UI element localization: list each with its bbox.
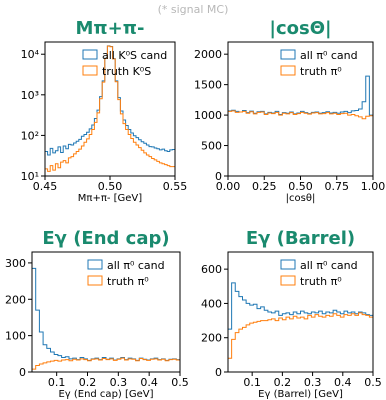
x-tick-label: 0.75 <box>325 180 350 193</box>
y-tick-label: 10⁴ <box>21 48 40 61</box>
legend-label: truth π⁰ <box>300 275 342 288</box>
x-tick-label: 0.2 <box>79 376 97 389</box>
y-tick-label: 200 <box>201 332 222 345</box>
legend-label: all π⁰ cand <box>300 49 358 62</box>
histogram-series-truth <box>227 312 374 372</box>
x-tick-label: 0.50 <box>98 180 123 193</box>
histogram-series-all-candidates <box>227 282 374 372</box>
x-tick-label: 0.25 <box>252 180 277 193</box>
y-tick-label: 500 <box>201 140 222 153</box>
legend-swatch <box>280 65 296 76</box>
x-tick-label: 0.2 <box>274 376 292 389</box>
histogram-series-truth <box>227 110 374 176</box>
x-axis-label: Eγ (Barrel) [GeV] <box>258 389 343 400</box>
legend-swatch <box>87 259 103 270</box>
y-tick-label: 100 <box>5 330 26 343</box>
x-tick-label: 0.45 <box>33 180 58 193</box>
chart-panel-cos: |cosΘ| 0.00 0.25 0.50 0.75 1.00 0 500 1000 1500 20… <box>194 18 385 204</box>
histogram-series-all-candidates <box>31 267 181 372</box>
x-tick-label: 0.55 <box>163 180 188 193</box>
x-tick-label: 0.1 <box>243 376 261 389</box>
y-tick-label: 10³ <box>21 89 39 102</box>
y-tick-label: 600 <box>201 263 222 276</box>
legend-label: truth π⁰ <box>107 275 149 288</box>
histogram-series-truth <box>31 357 181 372</box>
y-tick-label: 2000 <box>194 48 222 61</box>
y-tick-label: 400 <box>201 297 222 310</box>
legend-swatch <box>82 65 98 76</box>
legend-label: all π⁰ cand <box>300 259 358 272</box>
plot-frame <box>227 41 374 177</box>
panel-title: Eγ (End cap) <box>42 228 169 249</box>
y-tick-label: 10¹ <box>21 170 39 183</box>
x-tick-label: 0.1 <box>48 376 66 389</box>
chart-panel-mass: Mπ+π- 0.45 0.50 0.55 10¹ 10² 10³ 10⁴ Mπ+π- [GeV]… <box>21 18 188 204</box>
chart-panel-endcap: Eγ (End cap) 0.1 0.2 0.3 0.4 0.5 0 100 200 300 Eγ … <box>5 228 189 400</box>
x-tick-label: 0.5 <box>364 376 382 389</box>
histogram-series-truth <box>44 45 176 176</box>
legend-swatch <box>280 275 296 286</box>
y-tick-label: 1000 <box>194 109 222 122</box>
y-tick-label: 200 <box>5 293 26 306</box>
x-tick-label: 0.4 <box>140 376 158 389</box>
x-tick-label: 0.5 <box>171 376 189 389</box>
signal-mc-caption: (* signal MC) <box>157 3 229 16</box>
y-tick-label: 10² <box>21 129 39 142</box>
plot-frame <box>31 251 181 373</box>
legend-swatch <box>82 49 98 60</box>
x-tick-label: 0.4 <box>334 376 352 389</box>
panel-title: Mπ+π- <box>76 18 145 39</box>
x-tick-label: 1.00 <box>361 180 386 193</box>
legend-swatch <box>87 275 103 286</box>
chart-panel-barrel: Eγ (Barrel) 0.1 0.2 0.3 0.4 0.5 0 200 400 600 Eγ (… <box>201 228 382 400</box>
y-tick-label: 0 <box>215 366 222 379</box>
y-tick-label: 1500 <box>194 79 222 92</box>
histogram-series-all-candidates <box>227 75 374 176</box>
y-tick-label: 0 <box>215 170 222 183</box>
panel-title: |cosΘ| <box>269 18 331 39</box>
x-tick-label: 0.3 <box>304 376 322 389</box>
legend-label: all π⁰ cand <box>107 259 165 272</box>
x-axis-label: Eγ (End cap) [GeV] <box>58 389 153 400</box>
legend-swatch <box>280 259 296 270</box>
plot-frame <box>44 41 176 177</box>
y-tick-label: 0 <box>19 366 26 379</box>
legend-label: all K⁰S cand <box>102 49 167 62</box>
x-axis-label: |cosθ| <box>286 193 316 204</box>
legend-label: truth K⁰S <box>102 65 151 78</box>
x-tick-label: 0.00 <box>216 180 241 193</box>
legend-swatch <box>280 49 296 60</box>
legend-label: truth π⁰ <box>300 65 342 78</box>
x-tick-label: 0.3 <box>110 376 128 389</box>
plot-frame <box>227 251 374 373</box>
x-tick-label: 0.50 <box>288 180 313 193</box>
panel-title: Eγ (Barrel) <box>246 228 355 249</box>
y-tick-label: 300 <box>5 257 26 270</box>
x-axis-label: Mπ+π- [GeV] <box>78 193 142 204</box>
